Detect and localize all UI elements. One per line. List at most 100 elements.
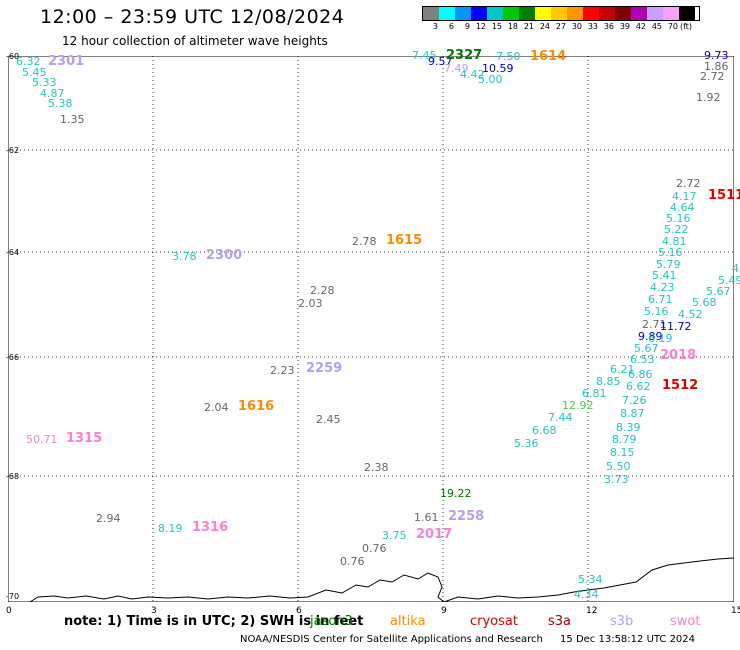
wave-height-label: 1.35 (60, 113, 85, 126)
legend-swatch (487, 7, 503, 20)
legend-swatch (471, 7, 487, 20)
wave-height-label: 19.22 (440, 487, 472, 500)
wave-height-label: 8.39 (616, 421, 641, 434)
legend-tick: 42 (635, 22, 646, 31)
pass-id-label: 1512 (662, 378, 699, 393)
plot-frame (8, 56, 734, 602)
wave-height-label: 7.49 (444, 62, 469, 75)
legend-swatch (583, 7, 599, 20)
pass-id-label: 2327 (446, 48, 483, 63)
legend-tick: 33 (587, 22, 598, 31)
pass-id-label: 1315 (66, 431, 103, 446)
wave-height-label: 5.16 (644, 305, 669, 318)
wave-height-label: 12.92 (562, 399, 594, 412)
lon-label: 6 (296, 606, 302, 616)
wave-height-label: 5.67 (706, 285, 731, 298)
wave-height-label: 5.16 (666, 212, 691, 225)
wave-height-label: 2.72 (700, 70, 725, 83)
legend-tick: 15 (491, 22, 502, 31)
pass-id-label: 1615 (386, 233, 423, 248)
legend-tick: 21 (523, 22, 534, 31)
wave-height-label: 50.71 (26, 433, 58, 446)
wave-height-label: 2.04 (204, 401, 229, 414)
wave-height-label: 5.16 (658, 246, 683, 259)
legend-tick: 70 (667, 22, 678, 31)
wave-height-label: 2.23 (270, 364, 295, 377)
wave-height-label: 3.73 (604, 473, 629, 486)
legend-tick: 6 (448, 22, 454, 31)
wave-height-label: 7.50 (496, 50, 521, 63)
wave-height-label: 5.68 (692, 296, 717, 309)
legend-swatch (615, 7, 631, 20)
wave-height-label: 8.87 (620, 407, 645, 420)
satellite-s3b: s3b (610, 614, 634, 629)
wave-height-label: 6.19 (648, 332, 673, 345)
wave-height-label: 2.78 (352, 235, 377, 248)
satellite-altika: altika (390, 614, 426, 629)
legend-tick: 3 (432, 22, 438, 31)
legend-tick: 9 (464, 22, 470, 31)
wave-height-label: 5.33 (32, 76, 57, 89)
wave-height-label: 10.59 (482, 62, 514, 75)
wave-height-label: 5.38 (48, 97, 73, 110)
wave-height-label: 2.71 (642, 318, 667, 331)
satellite-swot: swot (670, 614, 701, 629)
pass-id-label: 2018 (660, 348, 697, 363)
wave-height-label: 2.28 (310, 284, 335, 297)
legend-unit: (ft) (680, 22, 693, 31)
lat-label: -60 (6, 52, 20, 61)
footer: NOAA/NESDIS Center for Satellite Applica… (240, 634, 709, 645)
lon-label: 3 (151, 606, 157, 616)
legend-swatch (647, 7, 663, 20)
legend-ticks: 3 6 9 12 15 18 21 24 27 30 33 36 39 42 45 70 (ft) (422, 22, 700, 31)
lat-label: -62 (6, 146, 20, 155)
wave-height-label: 2.38 (364, 461, 389, 474)
wave-height-label: 11.72 (660, 320, 692, 333)
color-legend: 3 6 9 12 15 18 21 24 27 30 33 36 39 42 45 70 (ft) (422, 6, 700, 31)
wave-height-label: 5.00 (478, 73, 503, 86)
wave-height-label: 1.86 (704, 60, 729, 73)
wave-height-label: 7.45 (412, 49, 437, 62)
legend-swatch (423, 7, 439, 20)
lat-label: -70 (6, 592, 20, 601)
legend-swatch (439, 7, 455, 20)
legend-tick: 27 (555, 22, 566, 31)
wave-height-label: 5.50 (606, 460, 631, 473)
lon-label: 0 (6, 606, 12, 616)
wave-height-label: 0.76 (362, 542, 387, 555)
wave-height-label: 5.34 (578, 573, 603, 586)
wave-height-label: 5.79 (656, 258, 681, 271)
lon-label: 12 (586, 606, 598, 616)
legend-swatches (422, 6, 700, 21)
wave-height-label: 4.17 (672, 190, 697, 203)
legend-tick: 39 (619, 22, 630, 31)
wave-height-label: 8.19 (158, 522, 183, 535)
wave-height-label: 9.73 (704, 49, 729, 62)
legend-swatch (519, 7, 535, 20)
wave-height-label: 4.34 (574, 588, 599, 601)
lat-label: -66 (6, 353, 20, 362)
legend-swatch (567, 7, 583, 20)
pass-id-label: 1316 (192, 520, 229, 535)
legend-swatch (599, 7, 615, 20)
wave-height-label: 5.36 (514, 437, 539, 450)
legend-swatch (663, 7, 679, 20)
wave-height-label: 3.78 (172, 250, 197, 263)
satellite-jason3: jason3 (310, 614, 353, 629)
pass-id-label: 2258 (448, 509, 485, 524)
wave-height-label: 2.03 (298, 297, 323, 310)
legend-swatch (503, 7, 519, 20)
wave-height-label: 5.22 (664, 223, 689, 236)
wave-height-label: 5.67 (634, 342, 659, 355)
wave-height-label: 6.32 (16, 55, 41, 68)
wave-height-label: 7.44 (548, 411, 573, 424)
wave-height-label: 0.76 (340, 555, 365, 568)
wave-height-label: 4.23 (650, 281, 675, 294)
map-title: 12:00 – 23:59 UTC 12/08/2024 (40, 6, 345, 28)
legend-swatch (455, 7, 471, 20)
wave-height-label: 3.75 (382, 529, 407, 542)
wave-height-label: 2.72 (676, 177, 701, 190)
pass-id-label: 2017 (416, 527, 453, 542)
pass-id-label: 2259 (306, 361, 343, 376)
wave-height-label: 1.92 (696, 91, 721, 104)
